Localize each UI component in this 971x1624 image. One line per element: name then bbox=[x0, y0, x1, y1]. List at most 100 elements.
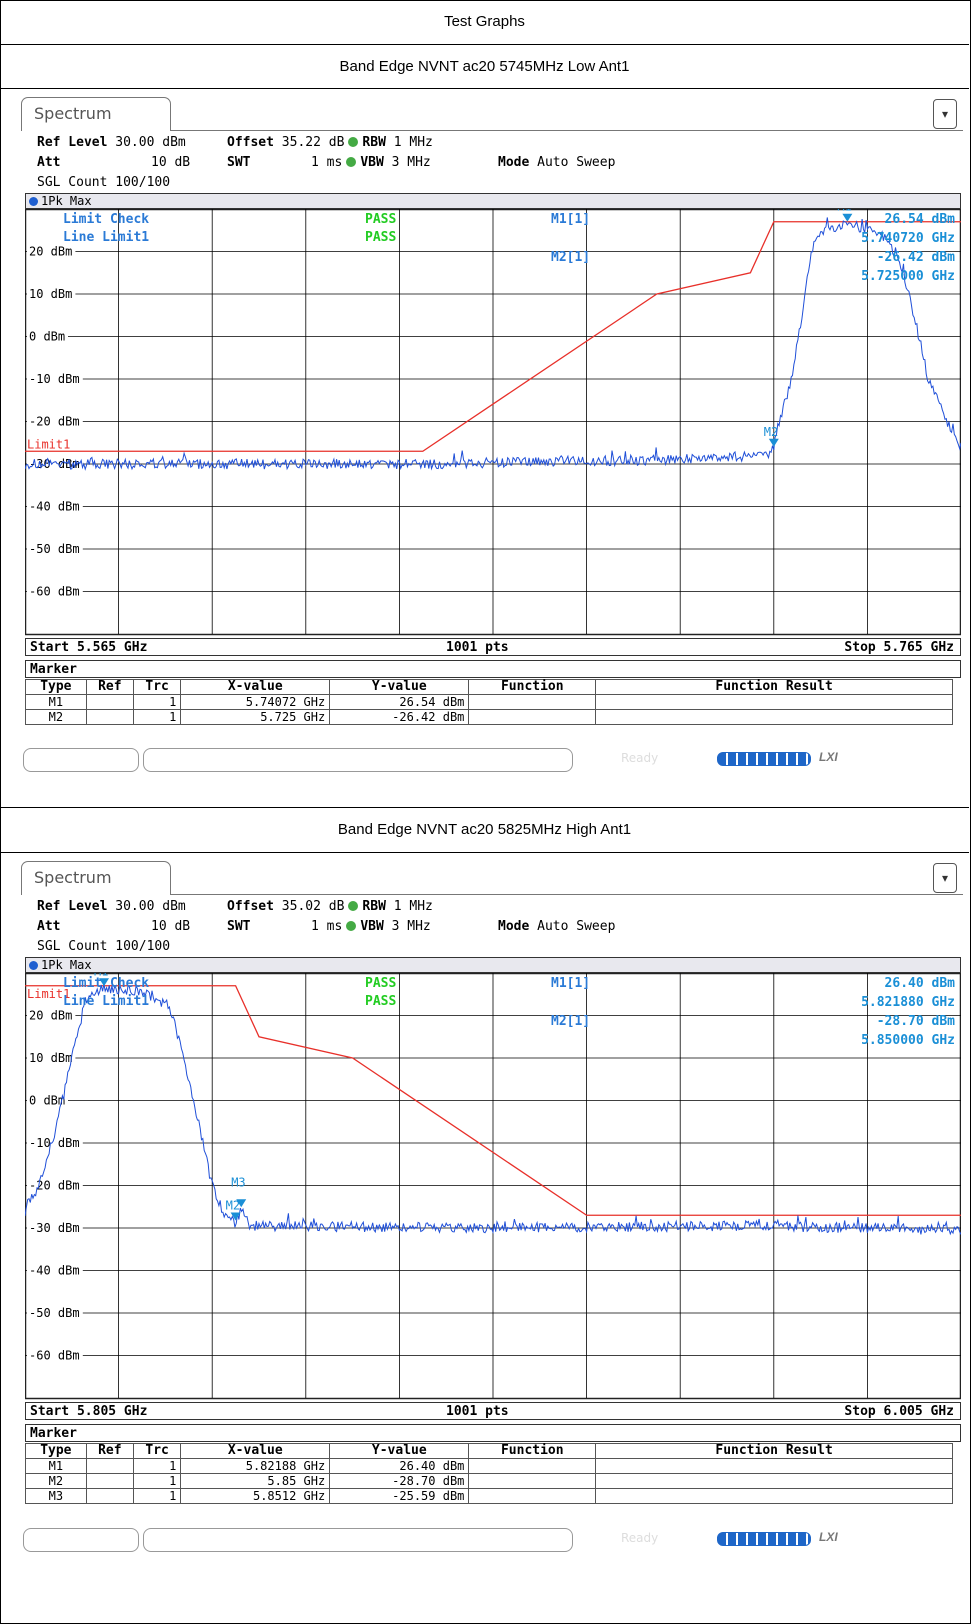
y-tick-label-bg bbox=[27, 1348, 83, 1362]
marker-readout-frequency: 5.850000 GHz bbox=[861, 1033, 955, 1048]
start-frequency: Start 5.805 GHz bbox=[30, 1404, 148, 1419]
marker-header: Marker bbox=[25, 1424, 961, 1442]
dropdown-icon[interactable]: ▾ bbox=[933, 99, 957, 129]
ready-indicator: Ready bbox=[621, 1531, 659, 1545]
table-cell: 1 bbox=[132, 694, 182, 710]
column-header: Ref bbox=[85, 679, 135, 695]
tab-spectrum[interactable]: Spectrum bbox=[21, 97, 171, 131]
trace-1pk-max bbox=[25, 983, 961, 1236]
trace-label: 1Pk Max bbox=[25, 957, 961, 973]
marker-readout-level: 26.40 dBm bbox=[885, 976, 956, 991]
table-cell: M3 bbox=[25, 1488, 87, 1504]
y-tick-label-bg bbox=[27, 1051, 76, 1064]
status-field bbox=[23, 748, 139, 772]
table-cell: 1 bbox=[132, 1488, 182, 1504]
rbw-value: 1 MHz bbox=[393, 899, 433, 914]
table-cell: -25.59 dBm bbox=[329, 1488, 470, 1504]
table-cell: 26.40 dBm bbox=[329, 1458, 470, 1474]
tab-divider bbox=[171, 130, 963, 131]
table-row: M3 1 5.8512 GHz -25.59 dBm bbox=[25, 1488, 953, 1504]
mode-label: Mode bbox=[498, 919, 530, 934]
diagram-area: 1Pk Max 20 dBm 10 dBm 0 dBm -10 dBm -20 dBm -… bbox=[25, 957, 961, 1421]
y-tick-label: -20 dBm bbox=[29, 415, 80, 429]
y-tick-label: -40 dBm bbox=[29, 1264, 80, 1278]
y-tick-label: 10 dBm bbox=[29, 1051, 72, 1065]
marker-readout-label: M1[1] bbox=[551, 976, 590, 991]
swt-label: SWT bbox=[227, 919, 251, 934]
table-row: M2 1 5.85 GHz -28.70 dBm bbox=[25, 1473, 953, 1489]
ref-level-value: 30.00 dBm bbox=[115, 135, 186, 150]
table-cell: 1 bbox=[132, 1473, 182, 1489]
y-tick-label-bg bbox=[27, 287, 76, 300]
table-cell: M1 bbox=[25, 1458, 87, 1474]
limit-line-label: Limit1 bbox=[27, 987, 70, 1001]
frequency-axis-bar: Start 5.805 GHz 1001 pts Stop 6.005 GHz bbox=[25, 1402, 961, 1420]
att-label: Att bbox=[37, 155, 61, 170]
line-limit-status: PASS bbox=[365, 230, 396, 245]
y-tick-label: 0 dBm bbox=[29, 330, 65, 344]
marker-readout-label: M2[1] bbox=[551, 1014, 590, 1029]
y-tick-label: -30 dBm bbox=[29, 1221, 80, 1235]
limit-check-status: PASS bbox=[365, 976, 396, 991]
mode-group: Mode Auto Sweep bbox=[498, 155, 615, 170]
coupled-dot-icon bbox=[348, 137, 359, 147]
table-row: M2 1 5.725 GHz -26.42 dBm bbox=[25, 709, 953, 725]
y-tick-label: -30 dBm bbox=[29, 457, 80, 471]
column-header: Function Result bbox=[595, 1443, 953, 1459]
table-cell bbox=[468, 694, 597, 710]
y-tick-label-bg bbox=[27, 1008, 76, 1022]
sweep-points: 1001 pts bbox=[446, 1404, 509, 1419]
tab-spectrum[interactable]: Spectrum bbox=[21, 861, 171, 895]
offset-group: Offset 35.22 dB RBW 1 MHz bbox=[227, 135, 433, 150]
rbw-label: RBW bbox=[362, 899, 386, 914]
table-cell: M2 bbox=[25, 1473, 87, 1489]
table-cell: 26.54 dBm bbox=[329, 694, 470, 710]
vbw-label: VBW bbox=[360, 155, 384, 170]
mode-value: Auto Sweep bbox=[537, 155, 616, 170]
table-cell: M2 bbox=[25, 709, 87, 725]
table-cell: M1 bbox=[25, 694, 87, 710]
column-header: Type bbox=[25, 1443, 87, 1459]
marker-readout-label: M2[1] bbox=[551, 250, 590, 265]
vbw-value: 3 MHz bbox=[391, 155, 431, 170]
line-limit-label: Line Limit1 bbox=[63, 230, 149, 245]
marker-table-header: Type Ref Trc X-value Y-value Function Function… bbox=[25, 1443, 953, 1459]
marker-triangle-icon bbox=[98, 978, 109, 987]
marker-table: Type Ref Trc X-value Y-value Function Function… bbox=[25, 679, 953, 725]
table-row: M1 1 5.82188 GHz 26.40 dBm bbox=[25, 1458, 953, 1474]
swt-group: SWT bbox=[227, 919, 250, 934]
table-cell bbox=[468, 1488, 597, 1504]
marker-label: M2 bbox=[226, 1198, 240, 1212]
offset-label: Offset bbox=[227, 899, 274, 914]
marker-readout-level: -28.70 dBm bbox=[877, 1014, 955, 1029]
column-header: Trc bbox=[132, 679, 182, 695]
marker-readout-frequency: 5.821880 GHz bbox=[861, 995, 955, 1010]
coupled-dot-icon bbox=[346, 157, 357, 167]
table-cell bbox=[595, 1488, 953, 1504]
y-tick-label: -60 dBm bbox=[29, 585, 80, 599]
marker-label: M1 bbox=[837, 209, 851, 214]
lxi-logo: LXI bbox=[819, 1530, 838, 1544]
spectrum-screen: Spectrum ▾ Ref Level 30.00 dBm Offset 35… bbox=[21, 97, 963, 807]
mode-value: Auto Sweep bbox=[537, 919, 616, 934]
table-cell bbox=[595, 1473, 953, 1489]
status-field bbox=[23, 1528, 139, 1552]
spectrum-screen: Spectrum ▾ Ref Level 30.00 dBm Offset 35… bbox=[21, 861, 963, 1561]
rbw-value: 1 MHz bbox=[393, 135, 433, 150]
table-cell bbox=[468, 1473, 597, 1489]
column-header: Function bbox=[468, 1443, 597, 1459]
y-tick-label-bg bbox=[27, 542, 83, 555]
dropdown-icon[interactable]: ▾ bbox=[933, 863, 957, 893]
status-bar: Ready LXI bbox=[21, 1522, 963, 1552]
att-value: 10 dB bbox=[151, 155, 191, 170]
swt-vbw-group: 1 ms VBW 3 MHz bbox=[311, 919, 431, 934]
marker-label: M2 bbox=[764, 425, 778, 439]
att-group: Att bbox=[37, 919, 60, 934]
diagram-area: 1Pk Max 20 dBm 10 dBm 0 dBm -10 dBm -20 dBm -… bbox=[25, 193, 961, 657]
y-tick-label-bg bbox=[27, 1136, 83, 1149]
y-tick-label-bg bbox=[27, 1263, 83, 1277]
swt-group: SWT bbox=[227, 155, 250, 170]
y-tick-label: -10 dBm bbox=[29, 372, 80, 386]
limit-line-label: Limit1 bbox=[27, 437, 70, 451]
marker-readout-frequency: 5.725000 GHz bbox=[861, 269, 955, 284]
